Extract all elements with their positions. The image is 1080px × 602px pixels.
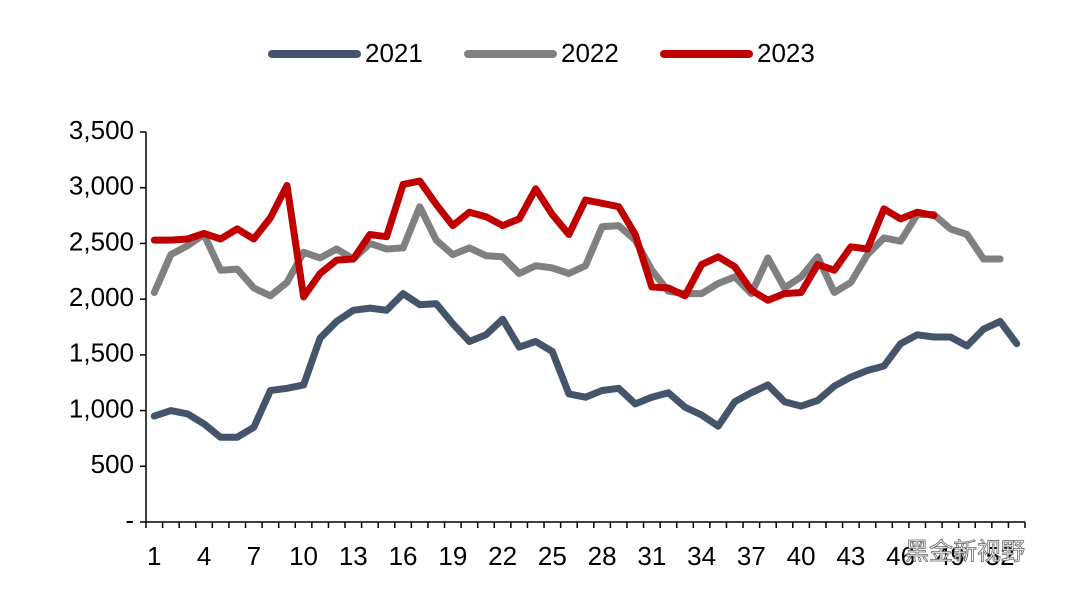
x-tick-label: 34 (687, 541, 716, 571)
legend-label: 2021 (365, 38, 423, 68)
series-line (150, 203, 1004, 300)
x-tick-label: 28 (588, 541, 617, 571)
x-tick-label: 19 (438, 541, 467, 571)
x-tick-label: 43 (836, 541, 865, 571)
x-tick-label: 52 (986, 541, 1015, 571)
x-tick-label: 10 (289, 541, 318, 571)
x-tick-label: 4 (197, 541, 211, 571)
y-tick-label: 3,000 (69, 171, 134, 201)
x-tick-label: 1 (147, 541, 161, 571)
y-tick-label: - (125, 505, 134, 535)
x-tick-label: 22 (488, 541, 517, 571)
x-tick-label: 49 (936, 541, 965, 571)
y-tick-label: 1,500 (69, 338, 134, 368)
x-tick-label: 16 (389, 541, 418, 571)
watermark: 黑金新视野 (905, 538, 1025, 565)
x-tick-label: 25 (538, 541, 567, 571)
legend-label: 2022 (561, 38, 619, 68)
x-tick-label: 31 (637, 541, 666, 571)
y-tick-label: 500 (91, 449, 134, 479)
x-tick-label: 37 (737, 541, 766, 571)
series-line (150, 177, 938, 304)
y-tick-label: 1,000 (69, 393, 134, 423)
x-tick-label: 13 (339, 541, 368, 571)
series-line (150, 290, 1021, 441)
y-tick-label: 3,500 (69, 115, 134, 145)
y-tick-label: 2,500 (69, 226, 134, 256)
x-tick-label: 40 (787, 541, 816, 571)
x-tick-label: 46 (886, 541, 915, 571)
legend-label: 2023 (757, 38, 815, 68)
y-tick-label: 2,000 (69, 282, 134, 312)
x-tick-label: 7 (247, 541, 261, 571)
